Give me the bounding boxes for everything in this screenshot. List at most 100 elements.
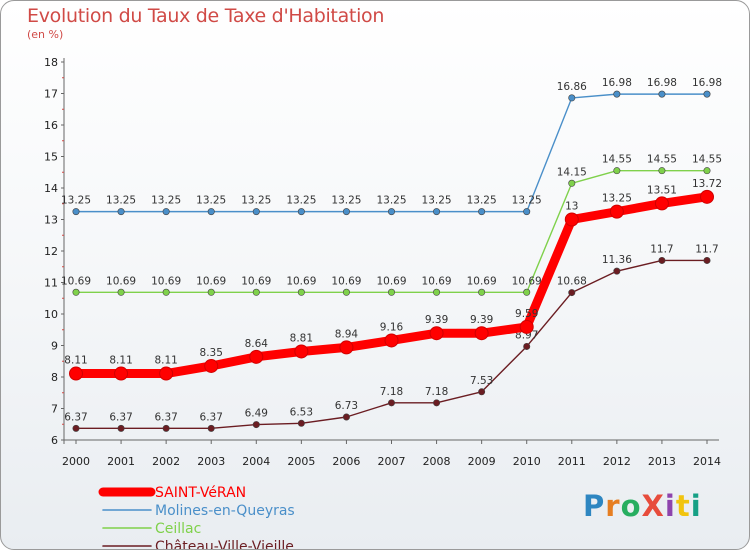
data-label-chateau-ville-vieille: 6.37 bbox=[200, 411, 223, 423]
logo-letter: i bbox=[664, 489, 676, 523]
logo-letter: i bbox=[690, 489, 702, 523]
y-tick-label: 9 bbox=[51, 340, 58, 353]
data-point-saint-veran bbox=[204, 358, 219, 373]
x-tick-label: 2012 bbox=[603, 455, 631, 468]
data-point-molines-en-queyras bbox=[162, 208, 170, 216]
data-point-molines-en-queyras bbox=[252, 208, 260, 216]
data-label-ceillac: 14.55 bbox=[602, 154, 632, 166]
data-label-saint-veran: 8.11 bbox=[154, 355, 177, 367]
data-point-saint-veran bbox=[294, 344, 309, 359]
data-label-saint-veran: 8.11 bbox=[109, 355, 132, 367]
data-label-ceillac: 10.69 bbox=[376, 275, 406, 287]
data-label-ceillac: 14.55 bbox=[692, 154, 722, 166]
y-tick-label: 8 bbox=[51, 371, 58, 384]
data-label-molines-en-queyras: 13.25 bbox=[241, 195, 271, 207]
data-point-ceillac bbox=[297, 288, 305, 296]
data-point-ceillac bbox=[387, 288, 395, 296]
x-tick-label: 2003 bbox=[197, 455, 225, 468]
data-point-saint-veran bbox=[519, 319, 534, 334]
x-tick-label: 2007 bbox=[378, 455, 406, 468]
data-point-chateau-ville-vieille bbox=[703, 256, 711, 264]
data-point-chateau-ville-vieille bbox=[478, 388, 486, 396]
data-point-chateau-ville-vieille bbox=[252, 421, 260, 429]
data-point-chateau-ville-vieille bbox=[72, 424, 80, 432]
data-point-saint-veran bbox=[429, 326, 444, 341]
y-tick-label: 15 bbox=[44, 151, 58, 164]
x-tick-label: 2008 bbox=[423, 455, 451, 468]
data-label-saint-veran: 13 bbox=[565, 201, 578, 213]
data-point-chateau-ville-vieille bbox=[613, 267, 621, 275]
data-point-ceillac bbox=[162, 288, 170, 296]
data-label-saint-veran: 13.25 bbox=[602, 193, 632, 205]
y-tick-label: 13 bbox=[44, 214, 58, 227]
data-point-ceillac bbox=[703, 167, 711, 175]
data-label-chateau-ville-vieille: 6.73 bbox=[335, 400, 358, 412]
data-point-ceillac bbox=[433, 288, 441, 296]
data-point-molines-en-queyras bbox=[207, 208, 215, 216]
data-point-saint-veran bbox=[159, 366, 174, 381]
chart-title: Evolution du Taux de Taxe d'Habitation bbox=[27, 5, 385, 27]
data-point-saint-veran bbox=[700, 189, 714, 204]
data-label-chateau-ville-vieille: 7.18 bbox=[380, 386, 403, 398]
data-point-molines-en-queyras bbox=[568, 94, 576, 102]
x-tick-label: 2009 bbox=[468, 455, 496, 468]
y-tick-label: 7 bbox=[51, 403, 58, 416]
x-tick-label: 2013 bbox=[648, 455, 676, 468]
data-point-saint-veran bbox=[609, 204, 624, 219]
data-point-chateau-ville-vieille bbox=[117, 424, 125, 432]
data-label-molines-en-queyras: 13.25 bbox=[376, 195, 406, 207]
data-label-chateau-ville-vieille: 10.68 bbox=[557, 276, 587, 288]
data-label-molines-en-queyras: 16.98 bbox=[692, 77, 722, 89]
data-point-chateau-ville-vieille bbox=[433, 399, 441, 407]
legend-label-saint-veran: SAINT-VéRAN bbox=[155, 485, 246, 501]
data-label-molines-en-queyras: 13.25 bbox=[196, 195, 226, 207]
data-label-ceillac: 10.69 bbox=[331, 275, 361, 287]
data-label-molines-en-queyras: 13.25 bbox=[286, 195, 316, 207]
data-label-chateau-ville-vieille: 6.37 bbox=[64, 411, 87, 423]
x-tick-label: 2014 bbox=[693, 455, 721, 468]
data-label-chateau-ville-vieille: 6.37 bbox=[109, 411, 132, 423]
y-tick-label: 12 bbox=[44, 245, 58, 258]
data-label-ceillac: 10.69 bbox=[467, 275, 497, 287]
data-point-saint-veran bbox=[384, 333, 399, 348]
unit-label: (en %) bbox=[27, 28, 64, 41]
legend-label-ceillac: Ceillac bbox=[155, 521, 201, 537]
legend-label-chateau-ville-vieille: Château-Ville-Vieille bbox=[155, 539, 294, 550]
data-label-molines-en-queyras: 13.25 bbox=[422, 195, 452, 207]
data-label-saint-veran: 13.51 bbox=[647, 184, 677, 196]
data-label-saint-veran: 13.72 bbox=[692, 178, 722, 190]
data-point-saint-veran bbox=[69, 366, 83, 381]
data-point-chateau-ville-vieille bbox=[162, 424, 170, 432]
x-tick-label: 2011 bbox=[558, 455, 586, 468]
data-label-chateau-ville-vieille: 7.53 bbox=[470, 375, 493, 387]
x-tick-label: 2001 bbox=[107, 455, 135, 468]
data-point-chateau-ville-vieille bbox=[207, 424, 215, 432]
data-label-chateau-ville-vieille: 8.97 bbox=[515, 329, 538, 341]
data-label-ceillac: 10.69 bbox=[151, 275, 181, 287]
data-label-ceillac: 10.69 bbox=[422, 275, 452, 287]
data-point-molines-en-queyras bbox=[342, 208, 350, 216]
data-label-ceillac: 10.69 bbox=[512, 275, 542, 287]
data-label-saint-veran: 8.35 bbox=[200, 347, 223, 359]
data-label-molines-en-queyras: 16.98 bbox=[602, 77, 632, 89]
data-label-saint-veran: 9.59 bbox=[515, 308, 538, 320]
data-label-ceillac: 10.69 bbox=[106, 275, 136, 287]
data-point-ceillac bbox=[72, 288, 80, 296]
data-point-saint-veran bbox=[114, 366, 129, 381]
data-label-molines-en-queyras: 13.25 bbox=[151, 195, 181, 207]
logo-letter: t bbox=[675, 489, 691, 523]
data-point-molines-en-queyras bbox=[297, 208, 305, 216]
data-point-molines-en-queyras bbox=[523, 208, 531, 216]
y-tick-label: 14 bbox=[44, 182, 58, 195]
logo-letter: P bbox=[583, 489, 606, 523]
proxiti-logo: ProXiti bbox=[583, 489, 702, 523]
data-point-ceillac bbox=[613, 167, 621, 175]
data-label-ceillac: 10.69 bbox=[61, 275, 91, 287]
data-label-chateau-ville-vieille: 11.7 bbox=[695, 243, 718, 255]
data-label-molines-en-queyras: 16.98 bbox=[647, 77, 677, 89]
data-label-ceillac: 10.69 bbox=[196, 275, 226, 287]
x-tick-label: 2005 bbox=[287, 455, 315, 468]
data-point-chateau-ville-vieille bbox=[568, 289, 576, 297]
data-label-saint-veran: 8.81 bbox=[290, 332, 313, 344]
